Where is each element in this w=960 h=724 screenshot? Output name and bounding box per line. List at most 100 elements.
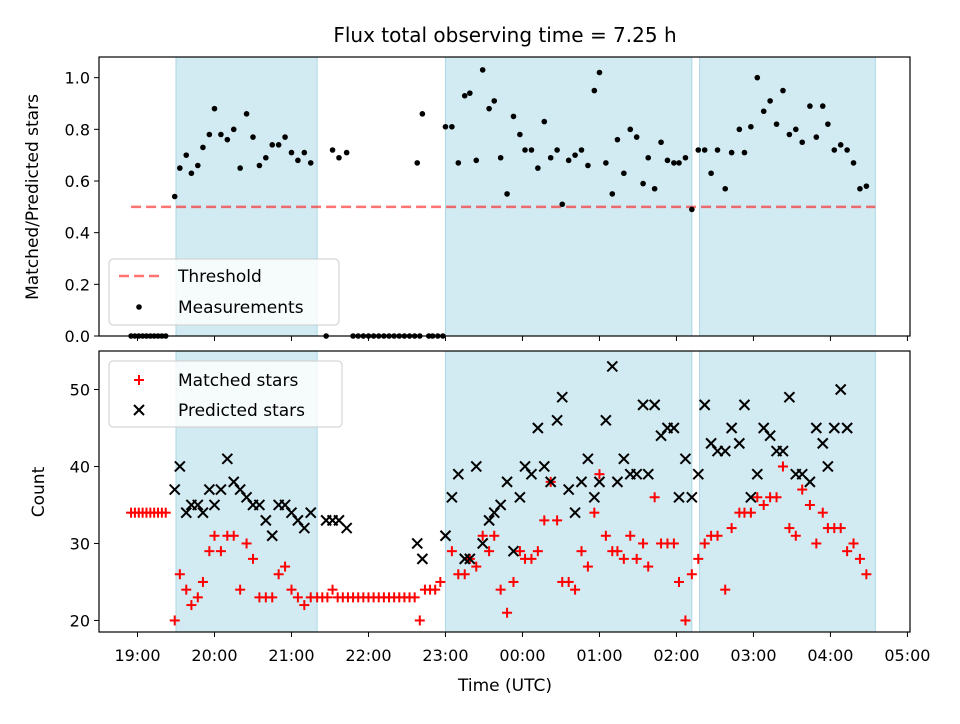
measurement-point-123: [857, 185, 863, 192]
measurement-point-55: [414, 160, 421, 166]
predicted-point-70-b: [692, 468, 704, 480]
matched-point-56: [430, 584, 441, 595]
predicted-point-58: [618, 453, 630, 465]
matched-point-77: [563, 576, 574, 587]
predicted-point-5: [197, 506, 209, 519]
predicted-point-7-b: [208, 499, 221, 511]
matched-point-108: [758, 499, 769, 510]
bottom-band-1: [444, 350, 693, 633]
measurement-point-32: [307, 160, 314, 166]
measurement-point-79: [578, 147, 585, 153]
matched-point-62: [471, 561, 482, 572]
predicted-point-16-b: [266, 530, 278, 542]
measurement-point-119: [831, 147, 838, 153]
predicted-point-1: [174, 460, 186, 473]
measurement-point-68: [510, 113, 517, 120]
measurement-point-114: [799, 139, 806, 146]
x-tick-label-0: 19:00: [114, 646, 160, 665]
x-tick-label-9: 04:00: [807, 646, 853, 665]
measurement-point-36: [343, 149, 350, 156]
predicted-point-92-b: [834, 383, 847, 396]
measurement-point-91: [651, 185, 658, 192]
predicted-point-44-b: [532, 422, 544, 434]
top-legend-box: [108, 258, 340, 326]
predicted-point-81: [764, 429, 776, 442]
measurement-point-121: [844, 147, 850, 153]
predicted-point-56: [606, 360, 618, 373]
predicted-point-69-b: [686, 491, 698, 503]
predicted-point-31-b: [452, 468, 465, 480]
top-legend: Threshold Measurements: [108, 258, 340, 326]
predicted-point-2-b: [180, 506, 192, 519]
measurement-point-19: [224, 136, 231, 143]
x-axis-label: Time (UTC): [457, 676, 552, 696]
predicted-point-60-b: [630, 468, 643, 480]
measurement-point-64: [486, 105, 492, 112]
bottom-panel: 20 30 40 50 19:00 20:00 21:00 22:00 23:00 00:00 01…: [70, 350, 930, 665]
matched-point-20: [228, 530, 239, 541]
measurement-point-88: [633, 134, 640, 140]
matched-point-83: [600, 530, 611, 541]
measurement-point-10: [171, 193, 178, 200]
predicted-point-48-b: [556, 391, 568, 403]
matched-point-124: [861, 569, 872, 580]
predicted-point-55: [600, 414, 612, 426]
predicted-point-67: [673, 491, 685, 503]
predicted-point-34: [470, 460, 482, 473]
predicted-point-45: [538, 460, 550, 473]
predicted-point-60: [630, 468, 643, 480]
x-tick-label-6: 01:00: [576, 646, 622, 665]
predicted-point-53: [588, 491, 601, 503]
legend-predicted-swatch-b: [133, 404, 145, 416]
matched-point-80: [582, 561, 593, 572]
top-y-tick-label-1: 0.2: [65, 275, 90, 294]
measurement-point-95: [676, 160, 682, 166]
measurement-point-109: [767, 98, 773, 104]
matched-point-103: [726, 523, 737, 534]
predicted-point-84-b: [783, 391, 796, 403]
measurement-point-21: [237, 165, 243, 171]
matched-point-29: [286, 584, 297, 595]
predicted-point-54: [593, 476, 606, 488]
predicted-point-91-b: [828, 422, 840, 434]
predicted-point-10-b: [228, 476, 240, 488]
predicted-point-7: [208, 499, 221, 511]
predicted-point-83-b: [777, 445, 789, 457]
matched-point-15: [197, 576, 208, 587]
matched-point-35: [322, 592, 333, 603]
measurement-point-73: [541, 118, 548, 125]
predicted-point-51-b: [575, 476, 588, 488]
matched-point-96: [680, 615, 691, 626]
matched-point-31: [299, 600, 310, 611]
top-y-tick-label-2: 0.4: [65, 224, 90, 243]
measurement-point-35: [336, 154, 342, 161]
predicted-point-61-b: [637, 399, 649, 411]
x-tick-label-5: 00:00: [499, 646, 545, 665]
predicted-point-55-b: [600, 414, 612, 426]
predicted-point-76-b: [733, 437, 746, 450]
measurement-point-15: [200, 144, 206, 151]
predicted-point-19-b: [285, 506, 298, 519]
bottom-y-tick-label-1: 30: [70, 534, 90, 553]
measurement-point-69: [517, 131, 523, 138]
bottom-y-tick-label-2: 40: [70, 457, 90, 476]
measurement-point-92: [658, 139, 664, 146]
measurement-point-87: [627, 126, 634, 133]
predicted-point-91: [828, 422, 840, 434]
predicted-point-75-b: [725, 422, 738, 434]
predicted-point-1-b: [174, 460, 186, 473]
predicted-point-49: [562, 483, 575, 496]
predicted-point-79-b: [751, 468, 764, 480]
predicted-point-41: [514, 491, 526, 503]
measurement-point-86: [621, 170, 627, 177]
measurement-point-77: [565, 157, 572, 164]
predicted-point-38: [494, 499, 507, 511]
predicted-point-86-b: [796, 468, 808, 480]
matched-point-67: [502, 607, 513, 618]
top-y-tick-label-0: 0.0: [65, 327, 90, 346]
x-tick-label-7: 02:00: [653, 646, 699, 665]
legend-predicted-swatch: [133, 404, 145, 416]
predicted-point-32: [459, 553, 471, 565]
predicted-point-48: [556, 391, 568, 403]
